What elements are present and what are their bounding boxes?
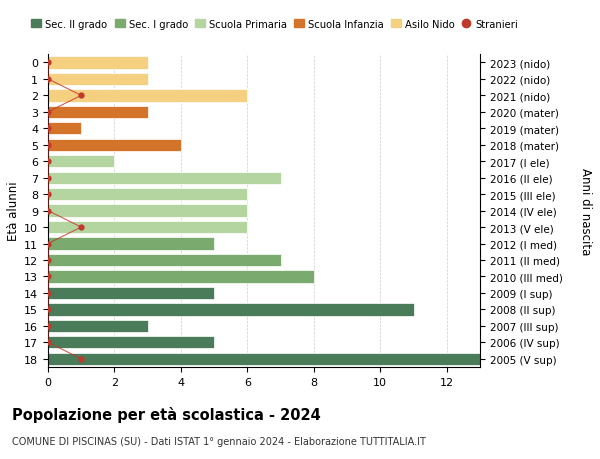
Bar: [48, 238, 214, 250]
Bar: [48, 106, 148, 119]
Bar: [48, 254, 281, 267]
Y-axis label: Età alunni: Età alunni: [7, 181, 20, 241]
Text: Popolazione per età scolastica - 2024: Popolazione per età scolastica - 2024: [12, 406, 321, 422]
Text: COMUNE DI PISCINAS (SU) - Dati ISTAT 1° gennaio 2024 - Elaborazione TUTTITALIA.I: COMUNE DI PISCINAS (SU) - Dati ISTAT 1° …: [12, 436, 426, 446]
Bar: [48, 336, 214, 349]
Bar: [48, 287, 214, 299]
Bar: [48, 156, 115, 168]
Bar: [48, 303, 413, 316]
Bar: [48, 57, 148, 69]
Bar: [48, 320, 148, 332]
Bar: [48, 205, 247, 217]
Y-axis label: Anni di nascita: Anni di nascita: [579, 168, 592, 255]
Bar: [48, 271, 314, 283]
Bar: [48, 123, 81, 135]
Bar: [48, 353, 480, 365]
Bar: [48, 73, 148, 86]
Bar: [48, 172, 281, 185]
Bar: [48, 90, 247, 102]
Legend: Sec. II grado, Sec. I grado, Scuola Primaria, Scuola Infanzia, Asilo Nido, Stran: Sec. II grado, Sec. I grado, Scuola Prim…: [31, 19, 518, 29]
Bar: [48, 139, 181, 151]
Bar: [48, 189, 247, 201]
Bar: [48, 221, 247, 234]
